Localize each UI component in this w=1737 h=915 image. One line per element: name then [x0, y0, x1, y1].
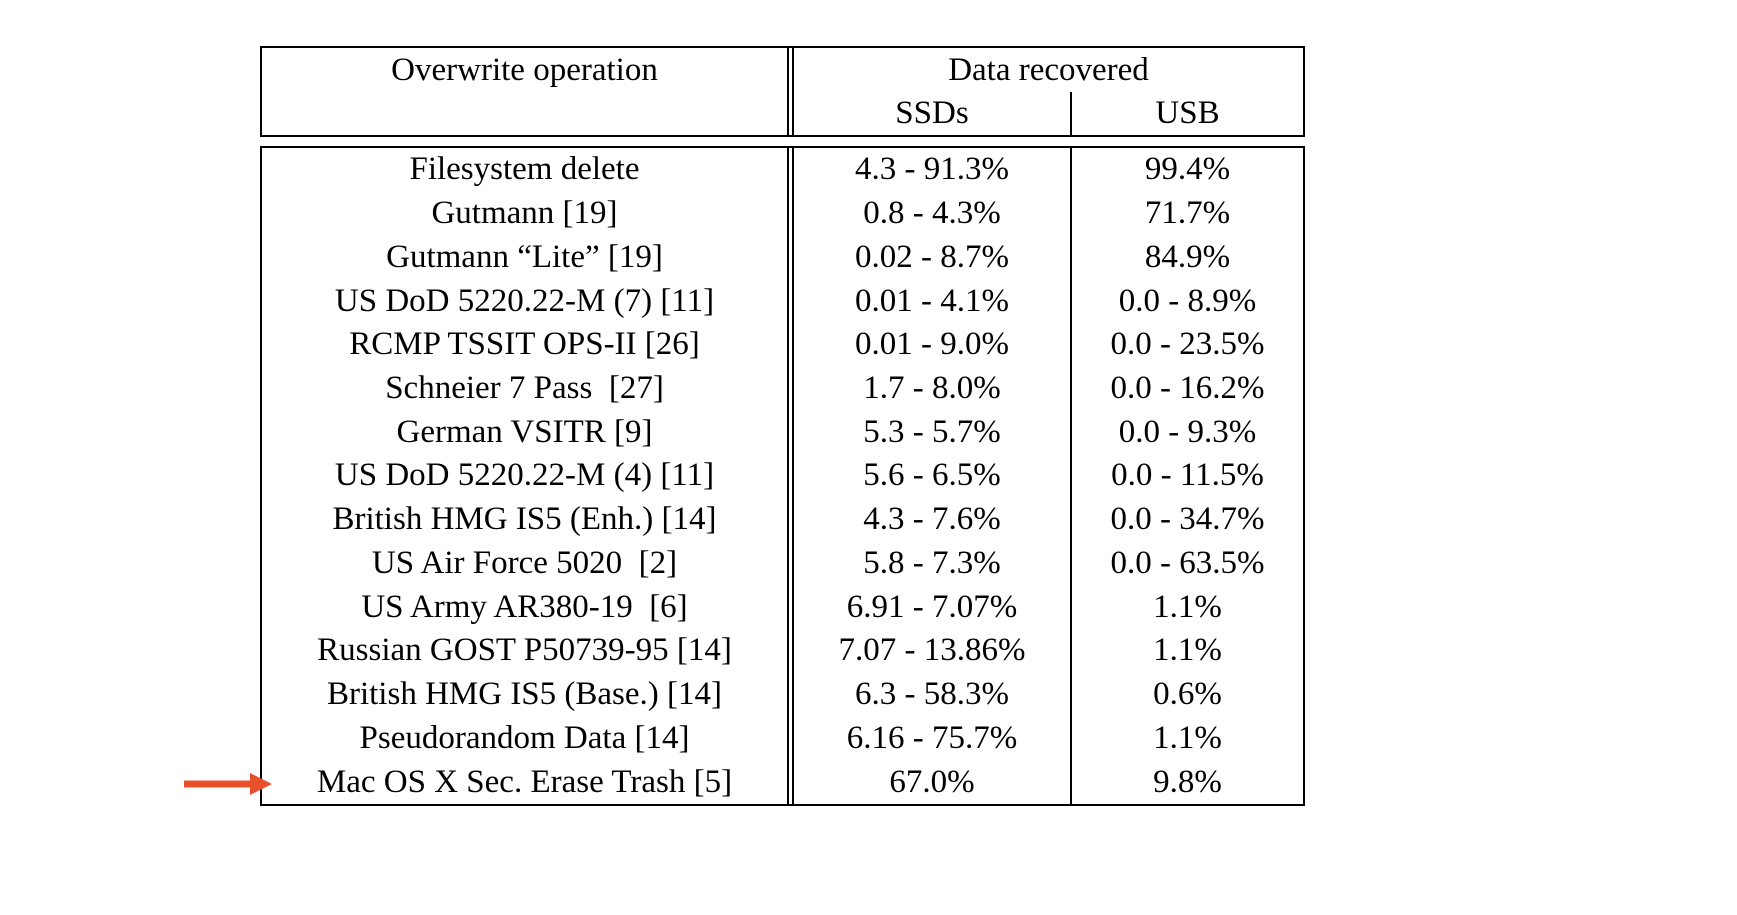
cell-usb-recovered: 1.1%	[1153, 588, 1222, 625]
double-rule-divider	[787, 148, 794, 804]
cell-operation: Mac OS X Sec. Erase Trash [5]	[316, 763, 733, 800]
cell-usb-recovered: 9.8%	[1153, 763, 1222, 800]
cell-operation: Pseudorandom Data [14]	[359, 719, 690, 756]
cell-ssd-recovered: 5.6 - 6.5%	[863, 457, 1001, 494]
cell-operation: US Army AR380-19 [6]	[361, 588, 688, 625]
cell-operation: Schneier 7 Pass [27]	[385, 370, 664, 407]
table-row: German VSITR [9] 5.3 - 5.7% 0.0 - 9.3%	[262, 410, 1303, 454]
cell-ssd-recovered: 6.16 - 75.7%	[846, 719, 1018, 756]
cell-usb-recovered: 0.0 - 23.5%	[1110, 326, 1265, 363]
cell-operation: Gutmann “Lite” [19]	[386, 238, 663, 275]
table-row: US Army AR380-19 [6] 6.91 - 7.07% 1.1%	[262, 585, 1303, 629]
cell-operation: Gutmann [19]	[431, 195, 618, 232]
cell-ssd-recovered: 5.3 - 5.7%	[863, 413, 1001, 450]
cell-operation: Filesystem delete	[409, 151, 640, 188]
cell-operation: British HMG IS5 (Base.) [14]	[326, 676, 723, 713]
cell-operation: Russian GOST P50739-95 [14]	[317, 632, 732, 669]
cell-operation: German VSITR [9]	[396, 413, 653, 450]
cell-usb-recovered: 0.0 - 11.5%	[1111, 457, 1264, 494]
cell-usb-recovered: 0.0 - 63.5%	[1110, 544, 1265, 581]
cell-ssd-recovered: 6.91 - 7.07%	[846, 588, 1018, 625]
table-row: Schneier 7 Pass [27] 1.7 - 8.0% 0.0 - 16.2…	[262, 367, 1303, 411]
header-ssds: SSDs	[895, 95, 969, 131]
cell-operation: RCMP TSSIT OPS-II [26]	[349, 326, 700, 363]
table-row: RCMP TSSIT OPS-II [26] 0.01 - 9.0% 0.0 - 2…	[262, 323, 1303, 367]
cell-operation: US Air Force 5020 [2]	[371, 544, 678, 581]
cell-ssd-recovered: 5.8 - 7.3%	[863, 544, 1001, 581]
cell-usb-recovered: 1.1%	[1153, 632, 1222, 669]
data-recovery-table: Overwrite operation Data recovered SSDs …	[260, 46, 1305, 806]
cell-operation: British HMG IS5 (Enh.) [14]	[332, 501, 717, 538]
cell-usb-recovered: 0.0 - 34.7%	[1110, 501, 1265, 538]
cell-ssd-recovered: 7.07 - 13.86%	[838, 632, 1026, 669]
cell-usb-recovered: 99.4%	[1144, 151, 1231, 188]
ssd-usb-divider	[1070, 92, 1072, 135]
cell-ssd-recovered: 6.3 - 58.3%	[855, 676, 1009, 713]
table-header: Overwrite operation Data recovered SSDs …	[260, 46, 1305, 137]
table-row: Russian GOST P50739-95 [14] 7.07 - 13.86%…	[262, 629, 1303, 673]
cell-ssd-recovered: 4.3 - 91.3%	[855, 151, 1009, 188]
table-row: Gutmann [19] 0.8 - 4.3% 71.7%	[262, 192, 1303, 236]
table-row: US DoD 5220.22-M (7) [11] 0.01 - 4.1% 0.0 …	[262, 279, 1303, 323]
table-row: Pseudorandom Data [14] 6.16 - 75.7% 1.1%	[262, 717, 1303, 761]
table-row: Gutmann “Lite” [19] 0.02 - 8.7% 84.9%	[262, 235, 1303, 279]
header-row-sub: SSDs USB	[262, 92, 1303, 135]
cell-ssd-recovered: 0.02 - 8.7%	[855, 238, 1009, 275]
arrow-shaft	[184, 780, 252, 788]
cell-operation: US DoD 5220.22-M (4) [11]	[334, 457, 715, 494]
cell-usb-recovered: 0.0 - 8.9%	[1118, 282, 1257, 319]
empty-header-cell	[262, 92, 787, 135]
highlight-arrow-icon	[184, 773, 272, 795]
cell-usb-recovered: 0.0 - 16.2%	[1110, 370, 1265, 407]
cell-usb-recovered: 84.9%	[1144, 238, 1231, 275]
header-overwrite-operation: Overwrite operation	[391, 51, 658, 88]
cell-ssd-recovered: 67.0%	[889, 763, 975, 800]
table-row: Filesystem delete 4.3 - 91.3% 99.4%	[262, 148, 1303, 192]
cell-ssd-recovered: 0.01 - 4.1%	[855, 282, 1009, 319]
cell-usb-recovered: 71.7%	[1144, 195, 1231, 232]
cell-usb-recovered: 0.6%	[1153, 676, 1222, 713]
header-data-recovered: Data recovered	[948, 51, 1149, 88]
header-usb: USB	[1155, 95, 1220, 131]
cell-usb-recovered: 1.1%	[1153, 719, 1222, 756]
cell-operation: US DoD 5220.22-M (7) [11]	[334, 282, 715, 319]
arrow-head	[250, 773, 272, 795]
header-row-top: Overwrite operation Data recovered	[262, 48, 1303, 92]
table-row: British HMG IS5 (Enh.) [14] 4.3 - 7.6% 0.0…	[262, 498, 1303, 542]
cell-ssd-recovered: 0.01 - 9.0%	[855, 326, 1009, 363]
table-body: Filesystem delete 4.3 - 91.3% 99.4% Gutmann…	[260, 146, 1305, 806]
table-row: British HMG IS5 (Base.) [14] 6.3 - 58.3% 0…	[262, 673, 1303, 717]
cell-usb-recovered: 0.0 - 9.3%	[1118, 413, 1257, 450]
cell-ssd-recovered: 4.3 - 7.6%	[863, 501, 1001, 538]
ssd-usb-divider	[1070, 148, 1072, 804]
double-rule-divider	[787, 48, 794, 135]
table-row: US DoD 5220.22-M (4) [11] 5.6 - 6.5% 0.0 -…	[262, 454, 1303, 498]
table-row: Mac OS X Sec. Erase Trash [5] 67.0% 9.8%	[262, 760, 1303, 804]
cell-ssd-recovered: 0.8 - 4.3%	[863, 195, 1001, 232]
table-rows-container: Filesystem delete 4.3 - 91.3% 99.4% Gutmann…	[262, 148, 1303, 804]
table-row: US Air Force 5020 [2] 5.8 - 7.3% 0.0 - 63.…	[262, 542, 1303, 586]
cell-ssd-recovered: 1.7 - 8.0%	[863, 370, 1001, 407]
